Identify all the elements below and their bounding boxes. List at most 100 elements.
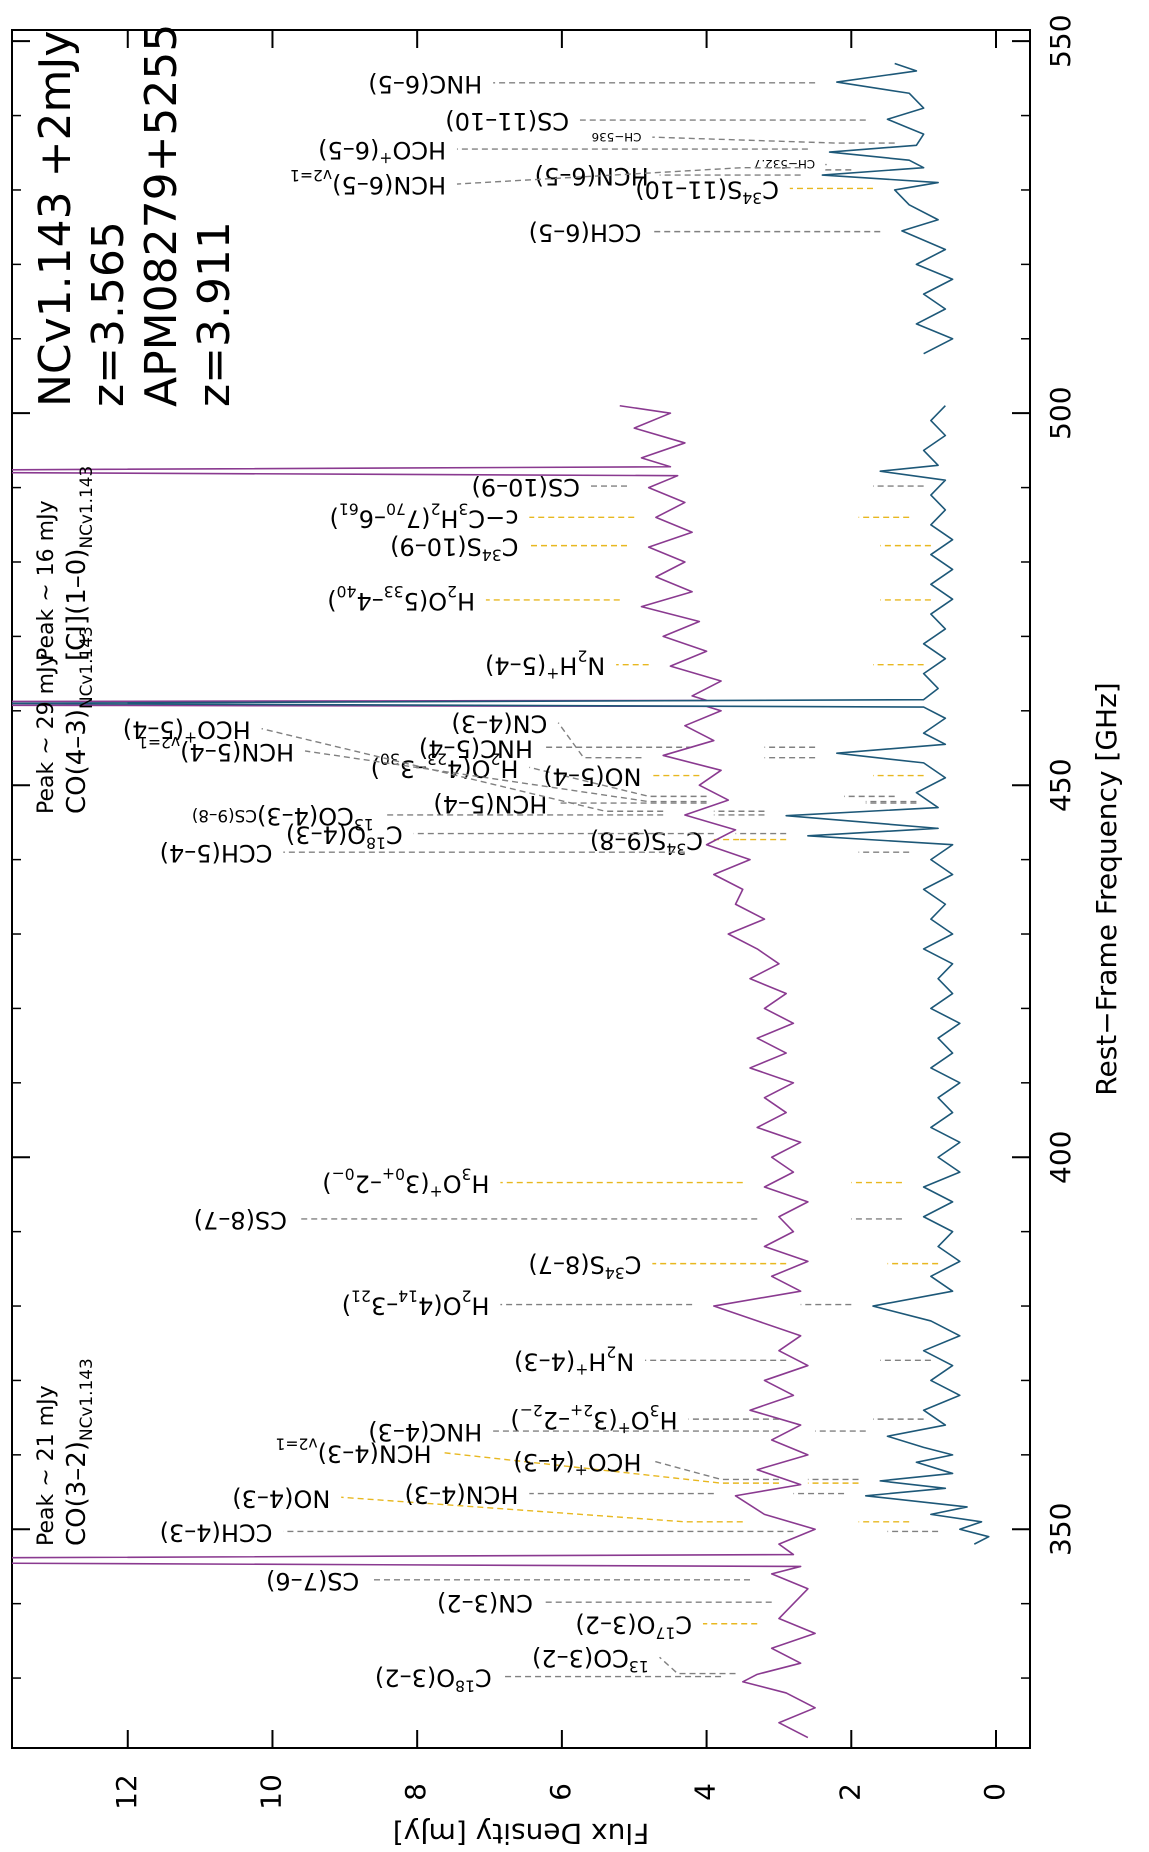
line-label: HCO+(5–4) bbox=[123, 716, 251, 748]
label-part: ) bbox=[322, 1170, 331, 1198]
line-label: 13CO(4–3)CS(9–8) bbox=[192, 802, 374, 834]
line-label: HCN(6–5) bbox=[535, 162, 649, 190]
label-part: O(4–3) bbox=[286, 821, 366, 849]
label-part: 34 bbox=[482, 546, 502, 564]
line-label: CN(3–2) bbox=[437, 1589, 533, 1617]
label-part: O bbox=[443, 1170, 462, 1198]
label-part: 2 bbox=[606, 1343, 616, 1361]
label-part: S(11–10) bbox=[635, 175, 742, 203]
y-tick-label: 8 bbox=[399, 1783, 432, 1801]
label-part: C bbox=[625, 1251, 642, 1279]
label-part: CS(11–10) bbox=[445, 107, 569, 135]
label-part: (3 bbox=[405, 1170, 430, 1198]
label-part: O(5 bbox=[404, 587, 448, 615]
label-part: H bbox=[440, 504, 458, 532]
legend-redshift: z=3.911 bbox=[189, 221, 240, 407]
line-label: HCO+(4–3) bbox=[513, 1448, 641, 1480]
label-part: + bbox=[575, 1461, 588, 1479]
spectrum-line bbox=[12, 62, 990, 1545]
y-axis-title: Flux Density [mJy] bbox=[393, 1817, 649, 1850]
label-part: (5–4) bbox=[485, 652, 546, 680]
rotated-figure: C18O(3–2) 13CO(3–2)C17O(3–2)CN(3–2)CS(7–6… bbox=[11, 14, 1123, 1850]
label-part: NO(4–3) bbox=[232, 1484, 330, 1512]
label-part: CH−536 bbox=[592, 131, 642, 145]
line-label: CS(7–6) bbox=[266, 1567, 359, 1595]
label-part: 23 bbox=[427, 750, 447, 768]
legend-redshift: z=3.565 bbox=[83, 221, 134, 407]
label-part: 18 bbox=[366, 834, 386, 852]
label-part: [CI](1–0) bbox=[62, 549, 92, 661]
line-label: HCN(6–5)v2=1 bbox=[290, 167, 446, 200]
label-part: ) bbox=[330, 504, 339, 532]
y-tick-label: 2 bbox=[833, 1783, 866, 1801]
label-part: NCv1.143 bbox=[76, 1358, 96, 1441]
x-axis-title: Rest−Frame Frequency [GHz] bbox=[1090, 682, 1123, 1095]
label-part: HCO bbox=[197, 716, 251, 744]
leader-line bbox=[825, 163, 852, 171]
x-tick-label: 550 bbox=[1044, 14, 1077, 67]
label-part: CN(3–2) bbox=[437, 1589, 533, 1617]
line-label: HNC(6–5) bbox=[368, 70, 482, 98]
y-tick-label: 12 bbox=[110, 1774, 143, 1810]
line-label: HCN(5–4)v2=1 bbox=[138, 733, 294, 766]
label-part: 70 bbox=[386, 500, 406, 518]
label-part: HCO bbox=[392, 136, 446, 164]
line-label: C34S(8–7) bbox=[528, 1251, 641, 1283]
line-label: N2H+(5–4) bbox=[485, 647, 605, 683]
x-tick-label: 350 bbox=[1044, 1503, 1077, 1556]
peak-line-label: [CI](1–0)NCv1.143 bbox=[62, 466, 97, 661]
line-label: HCN(4–3) bbox=[404, 1481, 518, 1509]
label-part: O(4 bbox=[418, 1292, 462, 1320]
label-part: 34 bbox=[742, 189, 762, 207]
x-tick-label: 450 bbox=[1044, 758, 1077, 811]
label-part: HCN(4–3) bbox=[318, 1440, 432, 1468]
label-part: 2 bbox=[462, 1287, 472, 1305]
label-part: C bbox=[686, 827, 703, 855]
label-part: C bbox=[675, 1611, 692, 1639]
label-part: –3 bbox=[371, 1292, 398, 1320]
leader-line bbox=[557, 722, 642, 759]
label-part: S(10–9) bbox=[390, 533, 482, 561]
label-part: –6 bbox=[359, 504, 386, 532]
label-part: –2 bbox=[543, 1406, 570, 1434]
y-tick-label: 4 bbox=[689, 1783, 722, 1801]
label-part: HCO bbox=[588, 1448, 642, 1476]
label-part: HNC(6–5) bbox=[368, 70, 482, 98]
label-part: 3 bbox=[650, 1402, 660, 1420]
label-part: HCN(6–5) bbox=[535, 162, 649, 190]
leader-line bbox=[659, 1656, 736, 1675]
label-part: + bbox=[618, 1420, 631, 1438]
line-label: NO(4–3) bbox=[232, 1484, 330, 1512]
label-part: + bbox=[430, 1183, 443, 1201]
label-part: 18 bbox=[455, 1677, 475, 1695]
line-label: NO(5–4) bbox=[543, 763, 641, 791]
label-part: NO(5–4) bbox=[543, 763, 641, 791]
label-part: 40 bbox=[337, 582, 357, 600]
leader-line bbox=[261, 727, 664, 812]
label-part: H bbox=[471, 1292, 489, 1320]
peak-line-label: CO(4–3)NCv1.143 bbox=[62, 626, 97, 814]
legend-name: APM08279+5255 bbox=[136, 24, 187, 407]
label-part: H bbox=[660, 1406, 678, 1434]
label-part: O bbox=[631, 1406, 650, 1434]
line-label: CCH(6–5) bbox=[529, 219, 642, 247]
line-label: H3O+(30+–20−) bbox=[322, 1165, 489, 1201]
label-part: 2+ bbox=[570, 1402, 593, 1420]
label-part: (6–5) bbox=[318, 136, 379, 164]
label-part: 13 bbox=[629, 1658, 649, 1676]
label-part: CO(3–2) bbox=[532, 1644, 629, 1672]
peak-note: Peak ~ 16 mJy bbox=[34, 500, 59, 661]
label-part: 0− bbox=[332, 1165, 355, 1183]
line-label: CN(4–3) bbox=[451, 710, 547, 738]
line-label: CH−532.7 bbox=[754, 157, 815, 171]
line-label: 13CO(3–2) bbox=[532, 1644, 649, 1676]
label-part: CO(4–3) bbox=[62, 709, 92, 814]
label-part: 2 bbox=[447, 582, 457, 600]
label-part: O(3–2) bbox=[375, 1664, 455, 1692]
label-part: ) bbox=[510, 1406, 519, 1434]
label-part: N bbox=[587, 652, 605, 680]
label-part: ) bbox=[342, 1292, 351, 1320]
label-part: H bbox=[471, 1170, 489, 1198]
line-label: CCH(5–4) bbox=[160, 839, 273, 867]
